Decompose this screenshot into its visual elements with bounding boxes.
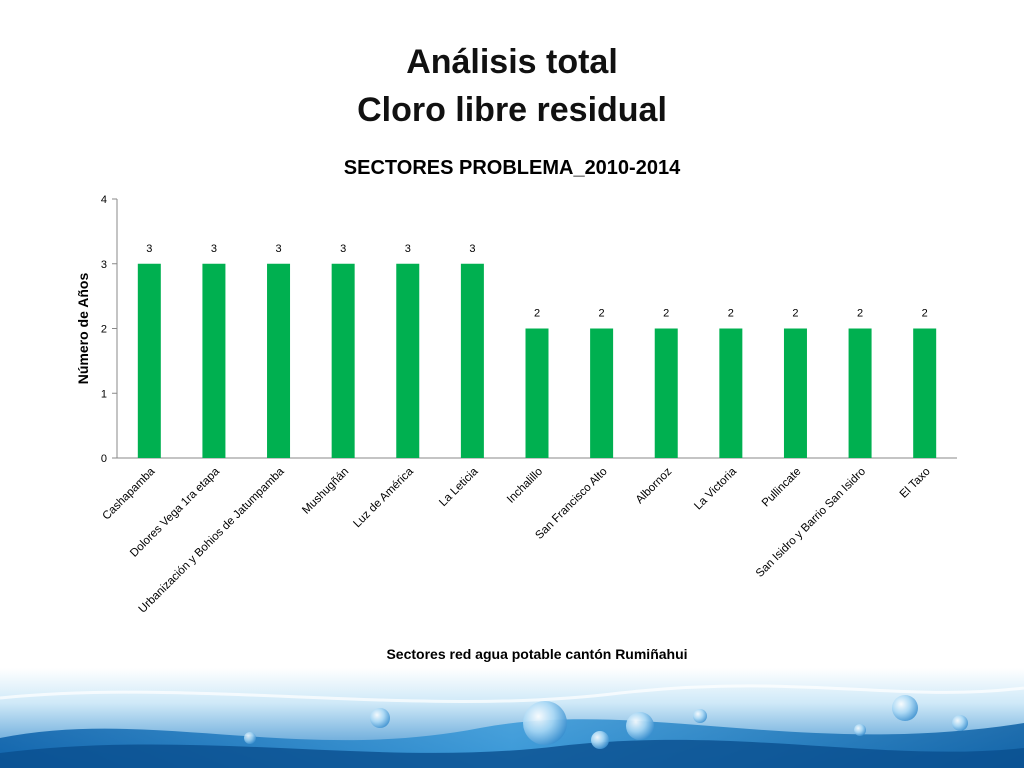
chart-title: SECTORES PROBLEMA_2010-2014 xyxy=(344,157,681,179)
data-label: 3 xyxy=(211,243,217,255)
bar xyxy=(848,328,872,458)
slide-title-line-2: Cloro libre residual xyxy=(357,91,667,129)
x-category-label: Luz de América xyxy=(351,465,416,530)
data-label: 3 xyxy=(340,243,346,255)
data-labels: 3 3 3 3 3 3 2 2 2 2 2 2 2 xyxy=(146,243,928,320)
data-label: 2 xyxy=(534,308,540,320)
x-category-label: San Francisco Alto xyxy=(533,466,609,542)
bar xyxy=(913,328,937,458)
data-label: 2 xyxy=(663,308,669,320)
x-axis-title: Sectores red agua potable cantón Rumiñah… xyxy=(386,646,687,662)
data-label: 2 xyxy=(857,308,863,320)
y-tick-label: 4 xyxy=(101,194,107,206)
data-label: 3 xyxy=(469,243,475,255)
x-category-label: San Isidro y Barrio San Isidro xyxy=(754,466,868,580)
x-category-label: La Victoria xyxy=(692,465,739,512)
bar-chart: SECTORES PROBLEMA_2010-2014 Número de Añ… xyxy=(75,157,957,662)
data-label: 3 xyxy=(405,243,411,255)
y-tick-label: 1 xyxy=(101,388,107,400)
bar xyxy=(525,328,549,458)
x-category-label: Inchalillo xyxy=(505,466,545,506)
bar xyxy=(590,328,614,458)
x-category-label: Pullincate xyxy=(760,466,804,510)
water-decoration-band xyxy=(0,668,1024,768)
bar xyxy=(267,263,291,458)
slide-title-line-1: Análisis total xyxy=(406,43,618,81)
x-category-label: Urbanización y Bohios de Jatumpamba xyxy=(137,465,287,615)
data-label: 3 xyxy=(275,243,281,255)
bar xyxy=(460,263,484,458)
bar xyxy=(719,328,743,458)
y-axis-title: Número de Años xyxy=(75,273,91,385)
bar xyxy=(654,328,678,458)
x-category-label: Cashapamba xyxy=(101,465,158,522)
bar xyxy=(202,263,226,458)
y-tick-label: 0 xyxy=(101,453,107,465)
bar xyxy=(783,328,807,458)
x-category-label: El Taxo xyxy=(898,466,933,501)
water-splash-image xyxy=(0,668,1024,768)
bar xyxy=(396,263,420,458)
data-label: 2 xyxy=(599,308,605,320)
data-label: 2 xyxy=(728,308,734,320)
x-category-label: Albornoz xyxy=(634,465,675,506)
y-tick-label: 2 xyxy=(101,324,107,336)
bar-series xyxy=(137,263,937,458)
bar xyxy=(331,263,355,458)
x-category-label: Mushugñán xyxy=(300,466,351,517)
data-label: 3 xyxy=(146,243,152,255)
y-tick-label: 3 xyxy=(101,259,107,271)
x-category-label: La Leticia xyxy=(437,465,481,509)
data-label: 2 xyxy=(792,308,798,320)
bar xyxy=(137,263,161,458)
data-label: 2 xyxy=(922,308,928,320)
y-axis-ticks: 0 1 2 3 4 xyxy=(101,194,117,465)
